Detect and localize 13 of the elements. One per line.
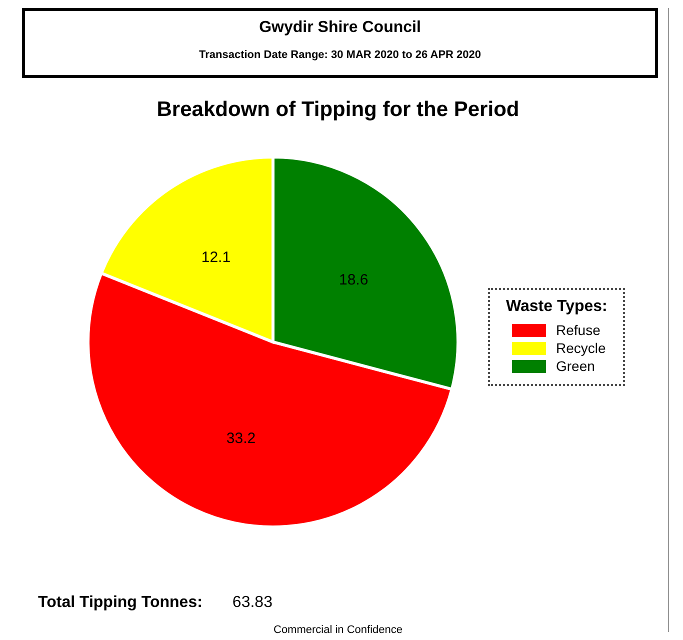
data-label: 12.1 bbox=[201, 249, 231, 266]
chart-title: Breakdown of Tipping for the Period bbox=[156, 98, 520, 122]
text: Transaction Date Range: 30 MAR 2020 to 26 APR 2020 bbox=[198, 49, 482, 61]
text: Commercial in Confidence bbox=[272, 624, 404, 636]
legend-title: Waste Types: bbox=[506, 298, 608, 316]
text: Total Tipping Tonnes: bbox=[38, 594, 202, 612]
legend-label: Recycle bbox=[555, 340, 607, 356]
legend-label: Green bbox=[555, 358, 596, 374]
legend-label: Refuse bbox=[555, 322, 602, 338]
data-label: 33.2 bbox=[226, 430, 256, 448]
text: 63.83 bbox=[232, 594, 272, 612]
data-label: 18.6 bbox=[339, 271, 368, 288]
text: Gwydir Shire Council bbox=[258, 19, 422, 37]
